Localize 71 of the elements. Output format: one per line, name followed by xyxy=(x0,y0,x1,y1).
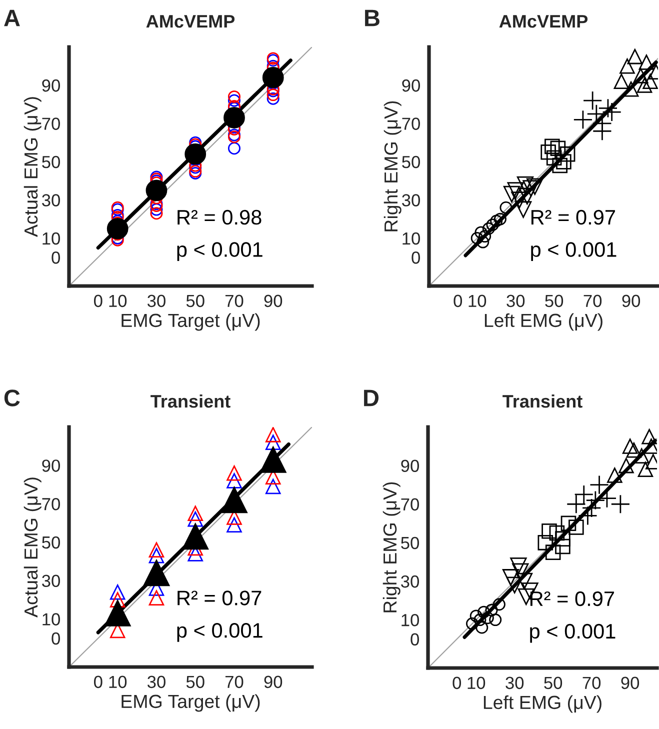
y-tick-label: 70 xyxy=(42,118,60,130)
x-axis-title: Left EMG (μV) xyxy=(484,695,602,713)
y-axis-title: Right EMG (μV) xyxy=(382,482,400,612)
x-axis-title: EMG Target (μV) xyxy=(122,313,260,331)
y-tick-label: 50 xyxy=(42,156,60,168)
y-tick-label: 30 xyxy=(402,194,420,206)
y-tick-label: 0 xyxy=(410,633,419,646)
y-tick-label: 0 xyxy=(412,251,420,264)
annotation: p < 0.001 xyxy=(531,242,616,262)
x-tick-label: 10 xyxy=(468,676,486,690)
y-tick-label: 50 xyxy=(402,156,420,168)
y-axis-title: Actual EMG (μV) xyxy=(24,97,42,237)
x-tick-label: 0 xyxy=(94,676,102,688)
x-tick-label: 0 xyxy=(94,294,102,308)
x-tick-label: 50 xyxy=(186,294,204,308)
x-tick-label: 70 xyxy=(582,676,601,690)
y-tick-label: 0 xyxy=(52,251,60,264)
y-tick-label: 10 xyxy=(42,232,60,245)
x-tick-label: 70 xyxy=(225,676,244,688)
y-axis-title: Actual EMG (μV) xyxy=(24,478,42,618)
y-tick-label: 30 xyxy=(42,194,60,206)
x-tick-label: 30 xyxy=(147,294,166,308)
text: D xyxy=(364,390,379,406)
x-tick-label: 90 xyxy=(621,676,640,690)
y-tick-label: 30 xyxy=(42,574,60,588)
chart-title: Transient xyxy=(502,394,582,408)
y-tick-label: 70 xyxy=(42,498,60,510)
y-tick-label: 0 xyxy=(52,632,60,645)
y-tick-label: 90 xyxy=(402,79,420,92)
x-tick-label: 70 xyxy=(225,294,244,308)
x-tick-label: 50 xyxy=(544,676,562,690)
x-tick-label: 90 xyxy=(264,294,282,308)
text: B xyxy=(365,10,380,26)
chart-title: AMcVEMP xyxy=(499,15,588,28)
annotation: R² = 0.98 xyxy=(178,210,262,225)
y-tick-label: 10 xyxy=(402,614,419,626)
x-tick-label: 30 xyxy=(147,676,166,688)
text: C xyxy=(4,390,20,406)
annotation: p < 0.001 xyxy=(530,624,616,643)
y-tick-label: 30 xyxy=(401,575,419,588)
annotation: R² = 0.97 xyxy=(178,590,262,606)
chart-title: AMcVEMP xyxy=(146,15,235,28)
y-tick-label: 70 xyxy=(401,498,419,511)
x-tick-label: 50 xyxy=(186,676,204,688)
x-tick-label: 30 xyxy=(506,294,525,308)
x-tick-label: 0 xyxy=(454,294,462,308)
x-tick-label: 70 xyxy=(584,294,602,308)
y-tick-label: 10 xyxy=(42,613,60,626)
y-tick-label: 90 xyxy=(42,79,60,92)
annotation: R² = 0.97 xyxy=(531,210,615,225)
x-tick-label: 30 xyxy=(506,676,524,690)
x-tick-label: 0 xyxy=(452,676,462,690)
x-tick-label: 90 xyxy=(622,294,640,308)
y-tick-label: 50 xyxy=(42,536,60,549)
x-tick-label: 10 xyxy=(468,294,486,308)
y-tick-label: 90 xyxy=(401,460,419,472)
annotation: p < 0.001 xyxy=(177,623,262,642)
annotation: p < 0.001 xyxy=(177,242,262,262)
x-tick-label: 10 xyxy=(109,294,127,308)
y-axis-title: Right EMG (μV) xyxy=(384,101,402,232)
x-axis-title: Left EMG (μV) xyxy=(484,313,602,331)
x-tick-label: 10 xyxy=(109,676,127,688)
y-tick-label: 70 xyxy=(402,118,420,130)
x-axis-title: EMG Target (μV) xyxy=(122,694,260,712)
x-tick-label: 90 xyxy=(264,676,282,688)
chart-title: Transient xyxy=(150,394,230,408)
y-tick-label: 90 xyxy=(42,460,60,472)
y-tick-label: 10 xyxy=(402,232,420,245)
text: A xyxy=(4,10,20,26)
x-tick-label: 50 xyxy=(545,294,564,308)
y-tick-label: 50 xyxy=(401,536,419,550)
